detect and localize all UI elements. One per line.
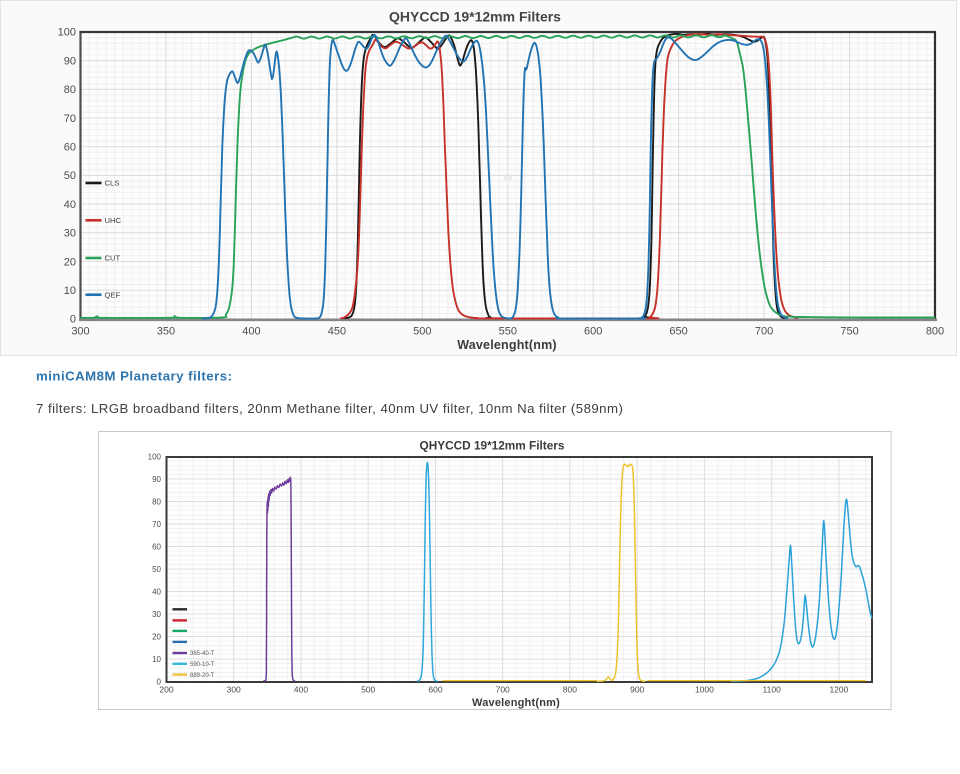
svg-text:700: 700 (496, 685, 510, 695)
svg-text:30: 30 (152, 610, 161, 619)
svg-text:QHYCCD 19*12mm Filters: QHYCCD 19*12mm Filters (420, 439, 565, 453)
svg-text:300: 300 (227, 685, 241, 695)
svg-text:10: 10 (152, 655, 161, 664)
svg-text:350: 350 (157, 326, 175, 338)
svg-text:80: 80 (64, 84, 76, 96)
svg-text:60: 60 (152, 542, 161, 551)
svg-text:100: 100 (148, 452, 162, 461)
svg-text:1200: 1200 (829, 685, 848, 695)
svg-text:20: 20 (64, 256, 76, 268)
svg-text:QHYCCD 19*12mm Filters: QHYCCD 19*12mm Filters (389, 9, 561, 25)
svg-text:900: 900 (630, 685, 644, 695)
svg-text:889-20-T: 889-20-T (190, 673, 215, 679)
svg-text:650: 650 (669, 326, 687, 338)
svg-text:700: 700 (755, 326, 773, 338)
svg-text:1000: 1000 (695, 685, 714, 695)
svg-text:0: 0 (157, 677, 162, 686)
svg-text:Wavelenght(nm): Wavelenght(nm) (472, 697, 560, 709)
svg-text:CLS: CLS (105, 179, 120, 188)
svg-text:600: 600 (584, 326, 602, 338)
svg-text:7 filters: LRGB broadband filt: 7 filters: LRGB broadband filters, 20nm … (36, 401, 623, 416)
svg-text:70: 70 (64, 113, 76, 125)
svg-text:300: 300 (71, 326, 89, 338)
svg-text:600: 600 (428, 685, 442, 695)
svg-text:10: 10 (64, 285, 76, 297)
svg-text:500: 500 (413, 326, 431, 338)
svg-text:CUT: CUT (105, 254, 121, 263)
svg-text:60: 60 (64, 142, 76, 154)
svg-text:Wavelenght(nm): Wavelenght(nm) (457, 338, 557, 352)
svg-text:miniCAM8M Planetary filters:: miniCAM8M Planetary filters: (36, 369, 232, 384)
svg-text:800: 800 (563, 685, 577, 695)
svg-text:800: 800 (926, 326, 944, 338)
svg-text:30: 30 (64, 228, 76, 240)
svg-text:40: 40 (64, 199, 76, 211)
svg-text:50: 50 (64, 170, 76, 182)
svg-text:500: 500 (361, 685, 375, 695)
svg-text:450: 450 (328, 326, 346, 338)
svg-text:1100: 1100 (763, 685, 782, 695)
svg-text:400: 400 (242, 326, 260, 338)
svg-text:80: 80 (152, 497, 161, 506)
svg-text:50: 50 (152, 565, 161, 574)
svg-text:550: 550 (499, 326, 517, 338)
svg-text:750: 750 (840, 326, 858, 338)
svg-text:QEF: QEF (105, 290, 121, 299)
svg-text:90: 90 (64, 55, 76, 67)
svg-text:70: 70 (152, 520, 161, 529)
svg-text:200: 200 (159, 685, 173, 695)
svg-text:20: 20 (152, 632, 161, 641)
svg-text:UHC: UHC (105, 216, 122, 225)
svg-text:100: 100 (58, 27, 76, 39)
svg-text:0: 0 (70, 314, 76, 326)
svg-text:90: 90 (152, 475, 161, 484)
svg-text:400: 400 (294, 685, 308, 695)
svg-text:40: 40 (152, 587, 161, 596)
svg-text:590-10-T: 590-10-T (190, 662, 215, 668)
svg-text:365-40-T: 365-40-T (190, 651, 215, 657)
